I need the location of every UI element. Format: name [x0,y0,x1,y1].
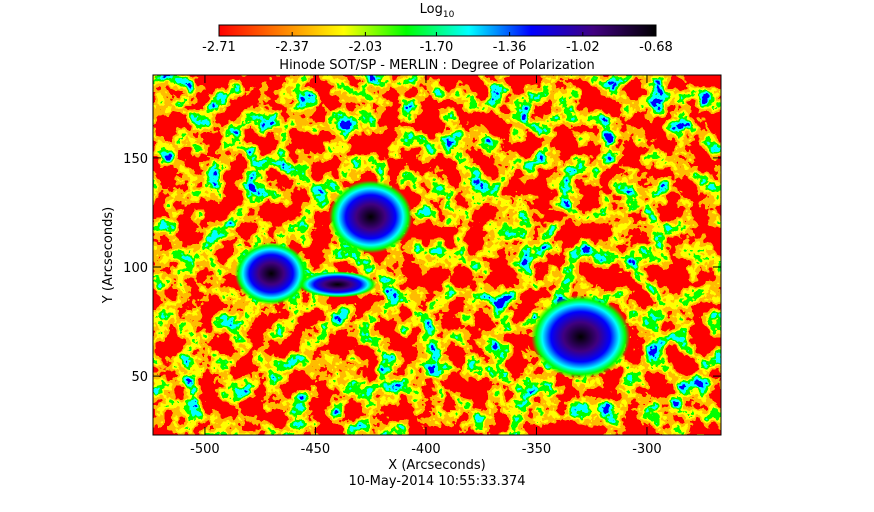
x-tick-label: -500 [190,442,220,457]
y-tick-label: 50 [131,370,148,385]
y-tick-label: 150 [123,152,148,167]
colorbar-tick-label: -1.36 [493,40,527,55]
colorbar-label-subscript: 10 [443,10,455,20]
sunspot [531,295,631,379]
chart-title: Hinode SOT/SP - MERLIN : Degree of Polar… [279,58,594,73]
colorbar-tick-label: -0.68 [639,40,673,55]
x-tick-label: -350 [522,442,552,457]
date-label: 10-May-2014 10:55:33.374 [348,474,525,489]
x-tick-label: -450 [301,442,331,457]
polarization-image [153,75,721,435]
x-axis-label: X (Arcseconds) [388,458,485,473]
colorbar-tick-label: -1.02 [566,40,600,55]
colorbar-frame [218,24,657,37]
sunspot [298,271,377,298]
sunspot [234,242,308,305]
colorbar-tick-label: -2.03 [349,40,383,55]
colorbar-tick-label: -2.71 [202,40,236,55]
plot-frame [152,74,722,436]
image-texture [153,75,721,435]
sunspot [329,180,413,254]
colorbar-label: Log10 [420,2,455,20]
x-tick-label: -300 [632,442,662,457]
colorbar-tick-label: -1.70 [420,40,454,55]
colorbar-label-base: Log [420,2,443,17]
colorbar-tick-label: -2.37 [275,40,309,55]
x-tick-label: -400 [411,442,441,457]
colorbar [219,25,656,36]
y-tick-label: 100 [123,261,148,276]
y-axis-label: Y (Arcseconds) [101,207,116,304]
